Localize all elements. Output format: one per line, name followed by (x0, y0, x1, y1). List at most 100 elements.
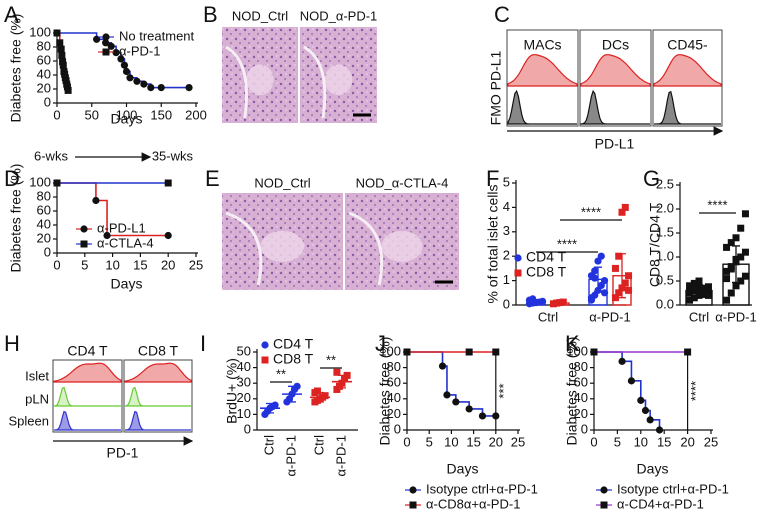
x-tick-label: 100 (116, 107, 138, 122)
vessel (348, 211, 384, 286)
x-tick-label: 25 (511, 434, 525, 449)
marker (591, 267, 599, 275)
panel-box (652, 29, 723, 127)
column-label: CD8 T (138, 343, 179, 359)
marker (700, 290, 708, 298)
significance: **** (581, 204, 601, 219)
flow-histogram (124, 410, 191, 431)
marker (103, 231, 111, 240)
y-tick-label: 100 (29, 174, 51, 189)
y-tick-label: 40 (574, 390, 588, 405)
marker (120, 61, 129, 69)
marker (59, 58, 67, 66)
panel-letter: J (375, 331, 386, 356)
y-axis-label: CD8 T/CD4 T (647, 202, 663, 287)
x-axis-label: Days (111, 276, 143, 292)
x-tick-label: 15 (657, 434, 671, 449)
marker (732, 255, 740, 263)
x-tick-label: 5 (426, 434, 433, 449)
row-label: Islet (25, 368, 49, 383)
marker (741, 210, 749, 218)
panel-letter: F (486, 166, 499, 191)
survival-step (594, 351, 623, 362)
marker (618, 208, 626, 216)
marker (704, 291, 712, 299)
islet (324, 64, 353, 96)
y-tick-label: 40 (37, 66, 51, 81)
panel-box (579, 29, 652, 127)
marker (117, 55, 125, 63)
flow-histogram (53, 410, 121, 431)
row-label: pLN (25, 391, 49, 406)
y-tick-label: 80 (37, 38, 51, 53)
image-title: NOD_Ctrl (254, 175, 310, 190)
flow-histogram (53, 362, 122, 383)
x-tick-label: 0 (53, 257, 60, 272)
marker (741, 272, 749, 280)
marker (621, 279, 629, 287)
marker (321, 392, 329, 400)
y-tick-label: 20 (37, 230, 51, 245)
marker (723, 275, 731, 283)
column-label: MACs (523, 37, 561, 53)
flow-histogram (654, 90, 721, 125)
marker (538, 297, 547, 305)
marker (107, 42, 115, 50)
legend-label: α-CTLA-4 (97, 235, 154, 250)
y-tick-label: 1.0 (656, 248, 674, 263)
panel-letter: G (643, 166, 660, 191)
marker (465, 348, 473, 356)
y-axis-label: Diabetes free (%) (8, 14, 24, 123)
vessel (225, 45, 248, 119)
marker (147, 84, 155, 92)
islet (246, 64, 274, 96)
column-label: DCs (602, 37, 629, 53)
x-tick-label: 150 (150, 107, 172, 122)
marker (343, 371, 351, 379)
significance: ** (326, 352, 336, 367)
marker (737, 224, 745, 232)
panel-letter: E (205, 166, 220, 191)
marker (695, 281, 703, 289)
marker (615, 289, 623, 297)
marker (723, 296, 731, 304)
marker (727, 239, 735, 247)
x-tick-label: 10 (634, 434, 648, 449)
marker (92, 196, 100, 205)
marker (514, 269, 522, 277)
y-tick-label: 80 (387, 359, 401, 374)
y-tick-label: 10 (237, 406, 251, 421)
marker (727, 289, 735, 297)
marker (618, 284, 626, 292)
marker (271, 401, 279, 409)
marker (56, 39, 64, 47)
y-tick-label: 50 (237, 343, 251, 358)
marker (53, 179, 61, 187)
y-tick-label: 0 (244, 421, 251, 436)
y-tick-label: 0 (44, 244, 51, 259)
y-tick-label: 80 (574, 359, 588, 374)
marker (157, 84, 165, 92)
marker (695, 277, 703, 285)
marker (438, 362, 447, 370)
flow-histogram (580, 89, 650, 125)
y-tick-label: 0.0 (656, 296, 674, 311)
marker (293, 382, 301, 390)
y-axis-label: BrdU+ (%) (224, 358, 240, 424)
y-axis-label: FMO PD-L1 (488, 50, 504, 125)
legend-label: CD4 T (273, 336, 314, 352)
marker (164, 179, 172, 187)
survival-step (95, 199, 108, 236)
y-tick-label: 30 (237, 375, 251, 390)
marker (627, 377, 636, 385)
marker (185, 84, 193, 92)
marker (723, 267, 731, 275)
marker (690, 279, 698, 287)
marker (452, 398, 460, 406)
flow-histogram (124, 362, 192, 383)
marker (741, 248, 749, 256)
marker (695, 291, 703, 299)
y-tick-label: 20 (37, 80, 51, 95)
marker (514, 254, 522, 262)
panel-letter: B (203, 2, 218, 27)
